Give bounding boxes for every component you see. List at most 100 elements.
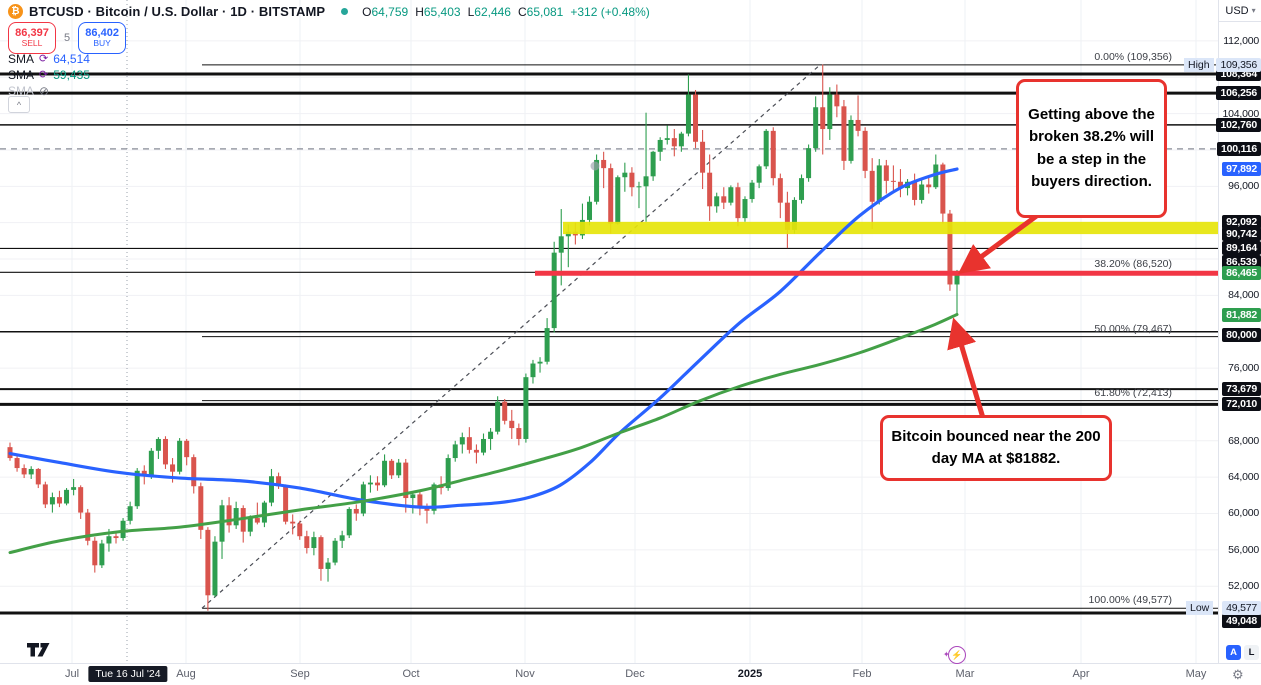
magnet-mode-icon[interactable]: ⚡ ✦ — [948, 646, 966, 664]
candle-body — [368, 483, 373, 485]
candle-body — [530, 364, 535, 378]
currency-dropdown[interactable]: USD ▾ — [1219, 0, 1261, 22]
tradingview-app: 0.00% (109,356)38.20% (86,520)50.00% (79… — [0, 0, 1261, 685]
candle-body — [212, 542, 217, 596]
price-axis[interactable]: USD ▾ 112,000104,00096,00084,00076,00068… — [1218, 0, 1261, 663]
candle-body — [750, 183, 755, 199]
price-level-badge: 90,742 — [1222, 227, 1261, 241]
log-scale-button[interactable]: L — [1244, 645, 1259, 660]
candle-body — [333, 541, 338, 563]
settings-gear-icon[interactable]: ⚙ — [1232, 667, 1244, 683]
candle-body — [290, 522, 295, 524]
candle-body — [672, 138, 677, 146]
candle-body — [622, 173, 627, 178]
time-axis-label: Nov — [515, 668, 535, 680]
candle-body — [693, 95, 698, 142]
price-axis-label: 68,000 — [1228, 435, 1259, 447]
fib-level-label: 50.00% (79,467) — [1094, 323, 1172, 335]
candle-body — [106, 536, 111, 543]
high-tag-label: High — [1184, 58, 1214, 72]
eye-off-icon[interactable]: ⊘ — [39, 84, 49, 98]
candle-body — [665, 138, 670, 140]
candle-body — [121, 521, 126, 538]
open-value: 64,759 — [372, 5, 409, 19]
candle-body — [742, 199, 747, 218]
candle-body — [615, 177, 620, 223]
candle-body — [820, 107, 825, 129]
fib-level-label: 61.80% (72,413) — [1094, 387, 1172, 399]
anchor-dot — [591, 162, 600, 171]
auto-scale-button[interactable]: A — [1226, 645, 1241, 660]
high-price-badge: 109,356 — [1216, 58, 1261, 72]
candle-body — [43, 484, 48, 504]
loading-icon: ⟳ — [39, 52, 48, 65]
price-level-badge: 106,256 — [1216, 86, 1261, 100]
price-axis-label: 76,000 — [1228, 362, 1259, 374]
time-axis-label: 2025 — [738, 668, 762, 680]
close-value: 65,081 — [527, 5, 564, 19]
order-panel: 86,397 SELL 5 86,402 BUY — [8, 22, 126, 54]
candle-body — [311, 537, 316, 548]
candle-body — [629, 173, 634, 188]
annotation-box-200ma[interactable]: Bitcoin bounced near the 200 day MA at $… — [880, 415, 1112, 481]
candle-body — [877, 165, 882, 201]
candle-body — [856, 120, 861, 131]
market-status-icon — [341, 8, 348, 15]
candle-body — [396, 463, 401, 476]
candle-body — [417, 494, 422, 506]
indicator-legend: SMA ⟳ 64,514 SMA ⟳ 59,435 SMA ⊘ — [8, 51, 90, 99]
candle-body — [636, 186, 641, 187]
candle-body — [757, 166, 762, 182]
candle-body — [926, 184, 931, 187]
candle-body — [841, 106, 846, 161]
sma-row-2[interactable]: SMA ⟳ 59,435 — [8, 67, 90, 82]
annotation-box-38-2[interactable]: Getting above the broken 38.2% will be a… — [1016, 79, 1167, 218]
candle-body — [234, 508, 239, 525]
candle-body — [255, 518, 260, 523]
low-price-badge: 49,577 — [1222, 601, 1261, 615]
candle-body — [721, 196, 726, 202]
time-axis-label: Mar — [956, 668, 975, 680]
tradingview-logo[interactable] — [27, 643, 51, 657]
time-axis-label: Dec — [625, 668, 645, 680]
resistance-band — [563, 222, 1218, 234]
candle-body — [354, 509, 359, 514]
candle-body — [114, 536, 119, 538]
price-level-badge: 72,010 — [1222, 397, 1261, 411]
time-axis[interactable]: JulAugSepOctNovDec2025FebMarAprMay Tue 1… — [0, 663, 1261, 685]
candle-body — [559, 236, 564, 252]
candle-body — [848, 120, 853, 161]
candle-body — [813, 107, 818, 148]
candle-body — [78, 487, 83, 512]
price-axis-label: 112,000 — [1223, 35, 1259, 47]
sma-row-1[interactable]: SMA ⟳ 64,514 — [8, 51, 90, 66]
symbol-legend[interactable]: ₿ BTCUSD · Bitcoin / U.S. Dollar · 1D · … — [8, 4, 650, 19]
buy-button[interactable]: 86,402 BUY — [78, 22, 126, 54]
price-level-badge: 102,760 — [1216, 118, 1261, 132]
axis-mode-buttons: A L — [1226, 645, 1259, 660]
candle-body — [764, 131, 769, 166]
candle-body — [509, 421, 514, 428]
price-axis-label: 56,000 — [1228, 544, 1259, 556]
time-axis-label: Sep — [290, 668, 310, 680]
candle-body — [92, 541, 97, 566]
ma-fast-price-badge: 97,892 — [1222, 162, 1261, 176]
candle-body — [460, 437, 465, 444]
candle-body — [170, 464, 175, 471]
change-value: +312 (+0.48%) — [570, 5, 649, 19]
current-price-badge: 81,882 — [1222, 308, 1261, 322]
sell-button[interactable]: 86,397 SELL — [8, 22, 56, 54]
loading-icon: ⟳ — [39, 68, 48, 81]
candle-body — [474, 450, 479, 453]
candle-body — [728, 187, 733, 202]
candle-body — [453, 444, 458, 458]
collapse-legend-button[interactable]: ^ — [8, 96, 30, 113]
candle-body — [601, 160, 606, 168]
candle-body — [495, 402, 500, 432]
chart-pane[interactable]: 0.00% (109,356)38.20% (86,520)50.00% (79… — [0, 0, 1218, 663]
price-level-badge: 100,116 — [1217, 142, 1261, 156]
candle-body — [64, 490, 69, 504]
candle-body — [177, 441, 182, 472]
sma-2-value: 59,435 — [53, 68, 90, 82]
price-level-badge: 73,679 — [1222, 382, 1261, 396]
